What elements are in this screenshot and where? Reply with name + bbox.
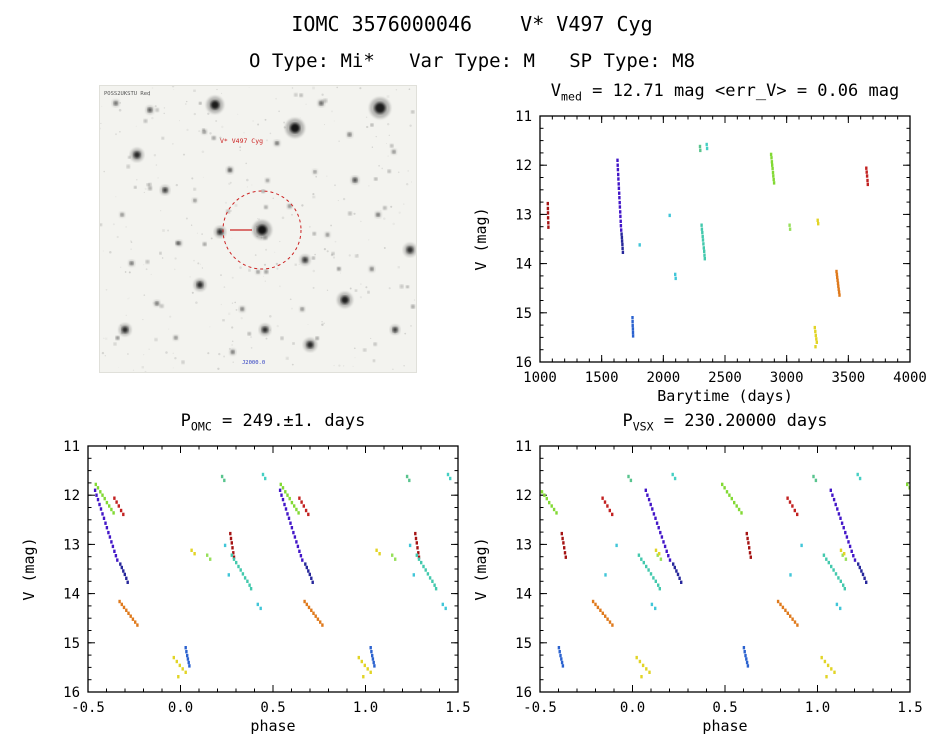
- y-axis-label: V (mag): [472, 537, 490, 600]
- y-tick-label: 12: [515, 488, 532, 504]
- y-tick-label: 15: [515, 636, 532, 652]
- x-tick-label: 1000: [523, 370, 557, 386]
- y-tick-label: 16: [63, 685, 80, 701]
- y-tick-label: 13: [515, 207, 532, 223]
- finder-target-label: V* V497 Cyg: [220, 137, 263, 145]
- y-axis-label: V (mag): [20, 537, 38, 600]
- finder-corner-note: POSS2UKSTU Red: [104, 91, 150, 97]
- x-tick-label: 3000: [770, 370, 804, 386]
- y-axis-label: V (mag): [472, 207, 490, 270]
- title-post: = 230.20000 days: [653, 411, 828, 431]
- x-tick-label: 0.0: [168, 700, 193, 716]
- y-tick-label: 16: [515, 685, 532, 701]
- x-tick-label: 0.5: [260, 700, 285, 716]
- title-sub: VSX: [632, 419, 654, 434]
- plot-frame: [539, 115, 911, 363]
- phase-omc-plot: -0.5 0.0 0.5 1.0 1.5 11 12 13 14 15 16 phase V (mag): [20, 439, 471, 735]
- phase-omc-title: POMC = 249.±1. days: [88, 410, 458, 436]
- phase-vsx-title: PVSX = 230.20000 days: [540, 410, 910, 436]
- page-title: IOMC 3576000046 V* V497 Cyg: [291, 12, 653, 36]
- title-pre: P: [180, 411, 191, 431]
- x-axis-label: Barytime (days): [657, 387, 792, 405]
- title-sub: med: [561, 89, 582, 104]
- y-tick-label: 12: [63, 488, 80, 504]
- x-tick-label: 2000: [646, 370, 680, 386]
- y-tick-label: 15: [63, 636, 80, 652]
- x-tick-label: 0.0: [620, 700, 645, 716]
- finder-chart: V* V497 Cyg POSS2UKSTU Red J2000.0: [99, 85, 417, 373]
- y-tick-label: 11: [63, 439, 80, 455]
- x-axis-label: phase: [250, 717, 295, 735]
- plot-frame: [87, 445, 459, 693]
- y-tick-label: 14: [515, 257, 532, 273]
- y-tick-label: 13: [63, 537, 80, 553]
- x-tick-label: 1.5: [445, 700, 470, 716]
- x-tick-label: -0.5: [523, 700, 557, 716]
- x-tick-label: 3500: [831, 370, 865, 386]
- finder-bottom-note: J2000.0: [242, 360, 265, 366]
- title-post: = 12.71 mag <err_V> = 0.06 mag: [581, 81, 900, 101]
- x-tick-label: 1.0: [353, 700, 378, 716]
- target-circle: [222, 190, 302, 270]
- chart-phase-vsx: PVSX = 230.20000 days -0.5 0.0 0.5 1.0 1.5 11…: [470, 410, 944, 740]
- x-tick-label: 2500: [708, 370, 742, 386]
- x-tick-label: 0.5: [712, 700, 737, 716]
- y-tick-label: 14: [63, 587, 80, 603]
- data-points: [93, 472, 452, 679]
- x-tick-label: 1.0: [805, 700, 830, 716]
- finder-svg: V* V497 Cyg POSS2UKSTU Red J2000.0: [99, 85, 417, 373]
- plot-frame: [539, 445, 911, 693]
- y-tick-label: 15: [515, 306, 532, 322]
- y-tick-label: 16: [515, 355, 532, 371]
- chart-lightcurve: Vmed = 12.71 mag <err_V> = 0.06 mag 1000…: [470, 80, 944, 410]
- x-tick-label: -0.5: [71, 700, 105, 716]
- title-pre: V: [550, 81, 562, 101]
- y-tick-label: 14: [515, 587, 532, 603]
- y-tick-label: 12: [515, 158, 532, 174]
- x-tick-label: 4000: [893, 370, 927, 386]
- lightcurve-plot: 1000 1500 2000 2500 3000 3500 4000 11 12 13 14 15 16…: [472, 109, 927, 405]
- lightcurve-title: Vmed = 12.71 mag <err_V> = 0.06 mag: [540, 80, 910, 106]
- phase-vsx-plot: -0.5 0.0 0.5 1.0 1.5 11 12 13 14 15 16 phase V (mag): [472, 439, 923, 735]
- x-tick-label: 1.5: [897, 700, 922, 716]
- title-post: = 249.±1. days: [211, 411, 366, 431]
- title-pre: P: [622, 411, 633, 431]
- title-sub: OMC: [190, 419, 212, 434]
- y-tick-label: 13: [515, 537, 532, 553]
- chart-phase-omc: POMC = 249.±1. days -0.5 0.0 0.5 1.0 1.5 11 12…: [18, 410, 492, 740]
- x-tick-label: 1500: [585, 370, 619, 386]
- data-points: [540, 472, 910, 679]
- y-tick-label: 11: [515, 109, 532, 125]
- page-subtitle: O Type: Mi* Var Type: M SP Type: M8: [248, 50, 696, 72]
- data-points: [546, 142, 869, 349]
- x-axis-label: phase: [702, 717, 747, 735]
- y-tick-label: 11: [515, 439, 532, 455]
